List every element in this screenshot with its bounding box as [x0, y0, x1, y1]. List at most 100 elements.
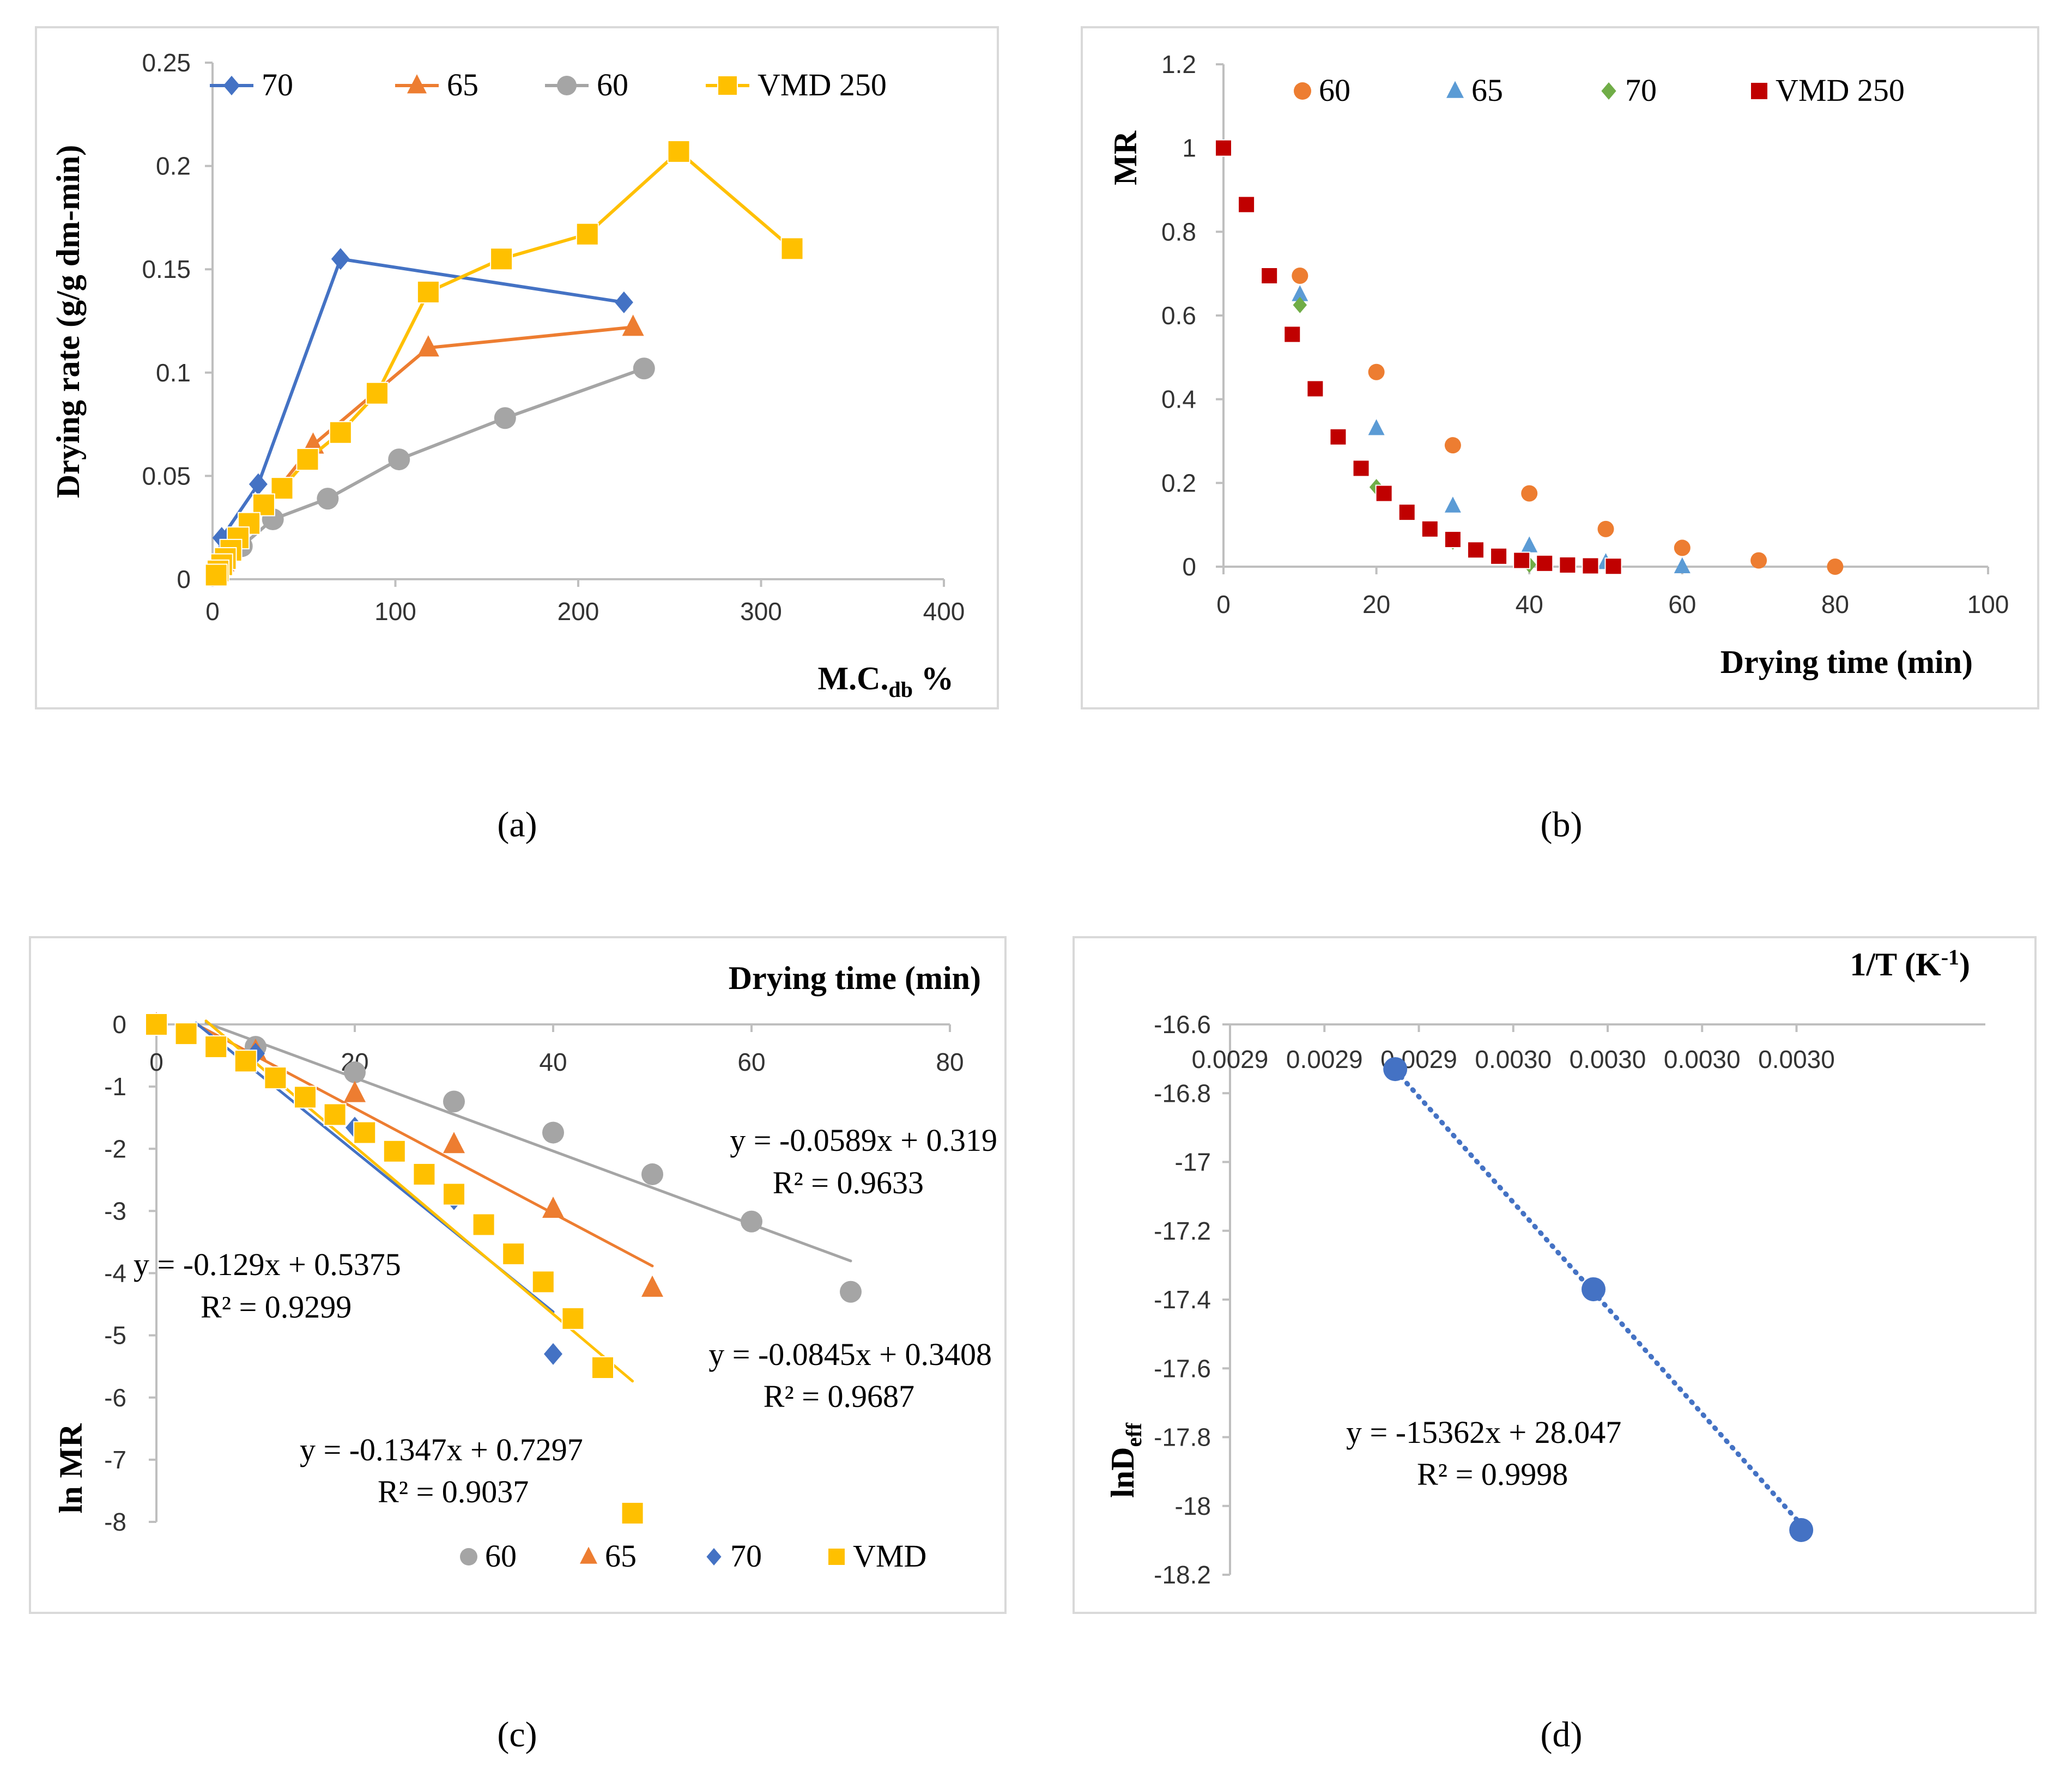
trendline-65 [195, 1023, 654, 1267]
x-tick-label: 20 [1362, 590, 1390, 618]
series-60 [205, 357, 655, 584]
legend-item-65: 65 [395, 67, 478, 102]
panel-c-x-axis-title: Drying time (min) [729, 960, 981, 996]
legend-label-65: 65 [1471, 72, 1503, 108]
data-point-vmd-250 [1582, 557, 1600, 575]
panel-b-frame [1081, 26, 2039, 709]
equation-arrhenius: y = -15362x + 28.047 [1346, 1415, 1621, 1450]
data-point-lndeff [1789, 1518, 1814, 1542]
x-tick-label: 0.0030 [1664, 1045, 1741, 1073]
legend-item-vmd-250: VMD 250 [1750, 72, 1905, 108]
legend-marker-60 [1294, 82, 1311, 100]
legend-item-vmd-250: VMD 250 [706, 67, 887, 102]
equation-65: y = -0.0845x + 0.3408 [708, 1337, 992, 1372]
panel-a-caption: (a) [497, 805, 537, 845]
panel-c-y-axis-title: ln MR [53, 1423, 89, 1514]
data-point-vmd-250 [1559, 556, 1577, 574]
data-point-60 [840, 1280, 862, 1303]
legend-label-70: 70 [262, 67, 293, 102]
data-point-60 [1827, 559, 1844, 575]
data-point-vmd [353, 1121, 377, 1144]
panel-b: 0 20 40 60 80 100 0 0.2 0.4 0.6 0.8 1 1.2 60 65 70 VMD… [1081, 26, 2039, 709]
legend-marker-70 [1601, 82, 1616, 100]
legend-label-vmd-250: VMD 250 [1776, 72, 1905, 108]
data-point-65 [1521, 536, 1538, 553]
legend-item-60: 60 [1294, 72, 1350, 108]
y-tick-label: -17.4 [1154, 1285, 1211, 1314]
panel-b-x-ticks: 0 20 40 60 80 100 [1216, 567, 2009, 618]
legend-item-70: 70 [706, 1538, 762, 1574]
y-tick-label: 0.1 [156, 359, 191, 387]
panel-d-y-axis-title: lnDeff [1105, 1422, 1146, 1497]
data-point-vmd-250 [296, 448, 319, 471]
data-point-60 [1444, 437, 1461, 454]
data-point-vmd-250 [1421, 520, 1439, 538]
data-point-vmd [204, 1035, 228, 1059]
data-point-vmd [591, 1356, 614, 1379]
x-tick-label: 0 [1216, 590, 1231, 618]
data-point-vmd-250 [667, 140, 690, 163]
panel-c-caption: (c) [497, 1715, 537, 1755]
data-point-60 [1674, 539, 1691, 556]
r2-65: R² = 0.9687 [764, 1379, 914, 1414]
data-point-vmd-250 [1261, 267, 1279, 285]
legend-label-65: 65 [605, 1538, 637, 1574]
series-60 [1215, 139, 1844, 575]
panel-d-frame [1073, 936, 2037, 1614]
y-tick-label: -17.2 [1154, 1217, 1211, 1245]
data-point-vmd-250 [575, 222, 599, 246]
panel-a-x-axis-title: M.C.db % [818, 660, 954, 702]
data-point-vmd-250 [1306, 380, 1324, 398]
y-tick-label: -16.8 [1154, 1079, 1211, 1107]
legend-item-60: 60 [460, 1538, 517, 1574]
data-point-60 [1292, 268, 1308, 284]
x-tick-label: 0.0030 [1758, 1045, 1835, 1073]
legend-marker-70 [223, 76, 240, 95]
y-tick-label: 0 [1182, 553, 1196, 581]
panel-b-y-axis-title: MR [1107, 130, 1143, 185]
series-vmd-250 [204, 140, 804, 587]
panel-b-x-axis-title: Drying time (min) [1720, 644, 1973, 680]
panel-d-x-axis-title: 1/T (K-1) [1850, 945, 1970, 982]
x-tick-label: 100 [374, 597, 416, 626]
panel-d-caption: (d) [1541, 1715, 1583, 1755]
data-point-70 [544, 1343, 562, 1365]
legend-marker-vmd [827, 1547, 846, 1566]
panel-a: 0 100 200 300 400 0 0.05 0.1 0.15 0.2 0.25 70 65 60… [35, 26, 999, 709]
legend-marker-60 [460, 1548, 477, 1565]
data-point-vmd-250 [490, 247, 513, 271]
data-point-vmd-250 [780, 237, 804, 260]
data-point-vmd-250 [1398, 503, 1416, 521]
data-point-65 [1444, 496, 1461, 513]
data-point-vmd-250 [1513, 551, 1531, 569]
data-point-60 [1368, 363, 1385, 380]
equation-vmd: y = -0.1347x + 0.7297 [300, 1432, 583, 1467]
y-tick-label: 1.2 [1161, 50, 1196, 78]
y-tick-label: 0.8 [1161, 217, 1196, 246]
legend-label-60: 60 [485, 1538, 517, 1574]
legend-label-65: 65 [447, 67, 478, 102]
series-line-60 [215, 367, 645, 574]
legend-marker-60 [557, 76, 577, 95]
data-point-vmd-250 [1467, 541, 1485, 559]
legend-item-60: 60 [545, 67, 628, 102]
x-tick-label: 0.0030 [1570, 1045, 1646, 1073]
x-tick-label: 300 [740, 597, 782, 626]
data-point-60 [317, 488, 339, 510]
r2-70: R² = 0.9299 [201, 1289, 352, 1325]
r2-vmd: R² = 0.9037 [378, 1474, 529, 1509]
panel-b-legend: 60 65 70 VMD 250 [1294, 72, 1905, 108]
legend-marker-65 [407, 74, 427, 94]
data-point-70 [331, 248, 350, 270]
series-70 [1216, 139, 1536, 573]
x-tick-label: 0 [205, 597, 220, 626]
legend-label-60: 60 [1319, 72, 1350, 108]
x-tick-label: 100 [1967, 590, 2009, 618]
data-point-vmd [174, 1022, 198, 1046]
equation-60: y = -0.0589x + 0.319 [730, 1122, 997, 1158]
data-point-60 [633, 357, 655, 380]
data-point-vmd [294, 1085, 317, 1109]
panel-a-frame [35, 26, 999, 709]
data-point-vmd-250 [204, 563, 228, 587]
